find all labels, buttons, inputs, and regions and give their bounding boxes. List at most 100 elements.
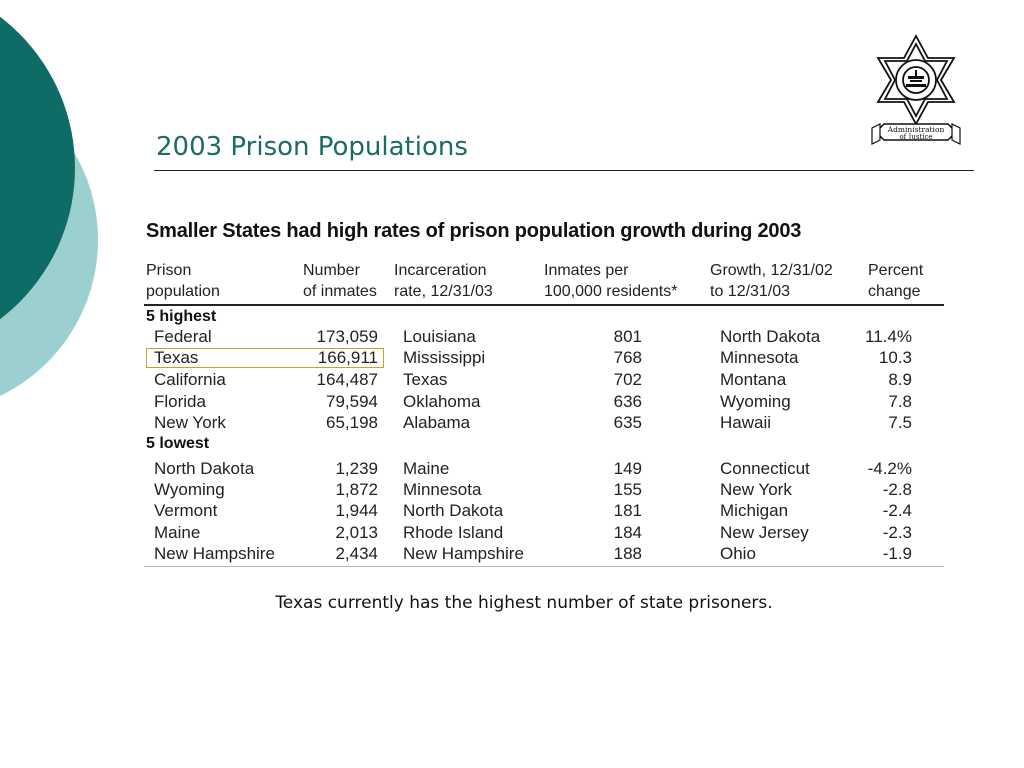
cell-incarceration-state: Alabama	[403, 413, 471, 432]
header-percent-change: Percent change	[868, 260, 923, 302]
cell-inmates-per-100000: 184	[613, 523, 642, 542]
group-label-highest: 5 highest	[146, 308, 217, 325]
cell-percent-change: 7.5	[888, 413, 912, 432]
cell-number: 2,434	[335, 544, 378, 563]
west-valley-college-seal-icon: Administration of Justice	[871, 34, 961, 145]
cell-growth-state: Minnesota	[720, 348, 799, 367]
header-inmates-l2: 100,000 residents*	[544, 283, 678, 300]
cell-inmates-per-100000: 801	[613, 327, 642, 346]
cell-inmates-per-100000: 149	[613, 459, 642, 478]
cell-incarceration-state: New Hampshire	[403, 544, 524, 563]
title-divider	[154, 170, 974, 171]
seal-ribbon-line1: Administration	[887, 125, 945, 134]
cell-prison: Maine	[154, 523, 201, 542]
cell-inmates-per-100000: 768	[613, 348, 642, 367]
cell-percent-change: 8.9	[888, 370, 912, 389]
cell-number: 1,944	[335, 501, 378, 520]
cell-prison: New Hampshire	[154, 544, 275, 563]
cell-percent-change: -1.9	[882, 544, 912, 563]
header-growth-l2: to 12/31/03	[710, 283, 791, 300]
cell-prison: Federal	[154, 327, 212, 346]
cell-percent-change: 10.3	[878, 348, 912, 367]
cell-prison: Texas	[154, 348, 199, 367]
cell-inmates-per-100000: 636	[613, 392, 642, 411]
cell-percent-change: -2.4	[882, 501, 912, 520]
table-row: Maine 2,013 Rhode Island 184 New Jersey …	[0, 523, 1024, 545]
dark-teal-circle	[0, 16, 75, 320]
group-label-lowest: 5 lowest	[146, 435, 210, 452]
cell-percent-change: 7.8	[888, 392, 912, 411]
header-growth: Growth, 12/31/02 to 12/31/03	[710, 260, 833, 302]
cell-growth-state: Montana	[720, 370, 787, 389]
cell-number: 164,487	[316, 370, 378, 389]
cell-prison: North Dakota	[154, 459, 255, 478]
seal-ribbon-line2: of Justice	[899, 133, 932, 141]
cell-growth-state: Connecticut	[720, 459, 810, 478]
cell-growth-state: New Jersey	[720, 523, 809, 542]
cell-number: 173,059	[316, 327, 378, 346]
header-number-of-inmates: Number of inmates	[303, 260, 377, 302]
cell-growth-state: Wyoming	[720, 392, 791, 411]
cell-percent-change: -2.8	[882, 480, 912, 499]
header-prison-population: Prison population	[146, 260, 220, 302]
table-row: California 164,487 Texas 702 Montana 8.9	[0, 370, 1024, 392]
header-pct-l1: Percent	[868, 262, 924, 279]
cell-incarceration-state: Rhode Island	[403, 523, 504, 542]
header-number-l1: Number	[303, 262, 360, 279]
texas-highlight-box	[146, 348, 384, 368]
cell-growth-state: Michigan	[720, 501, 789, 520]
table-row: North Dakota 1,239 Maine 149 Connecticut…	[0, 459, 1024, 481]
header-inmates-l1: Inmates per	[544, 262, 629, 279]
table-row: New York 65,198 Alabama 635 Hawaii 7.5	[0, 413, 1024, 435]
table-row: Federal 173,059 Louisiana 801 North Dako…	[0, 327, 1024, 349]
cell-incarceration-state: Oklahoma	[403, 392, 481, 411]
cell-number: 79,594	[326, 392, 378, 411]
cell-number: 1,239	[335, 459, 378, 478]
cell-inmates-per-100000: 702	[613, 370, 642, 389]
cell-growth-state: North Dakota	[720, 327, 821, 346]
cell-percent-change: -4.2%	[867, 459, 912, 478]
table-bottom-border	[144, 566, 944, 567]
table-title: Smaller States had high rates of prison …	[146, 220, 802, 242]
cell-incarceration-state: Mississippi	[403, 348, 486, 367]
cell-prison: Florida	[154, 392, 206, 411]
cell-incarceration-state: Texas	[403, 370, 448, 389]
cell-inmates-per-100000: 635	[613, 413, 642, 432]
header-pct-l2: change	[868, 283, 921, 300]
slide-caption: Texas currently has the highest number o…	[275, 593, 773, 613]
table-row: Texas 166,911 Mississippi 768 Minnesota …	[0, 348, 1024, 370]
table-row: New Hampshire 2,434 New Hampshire 188 Oh…	[0, 544, 1024, 566]
cell-growth-state: Ohio	[720, 544, 756, 563]
table-row: Vermont 1,944 North Dakota 181 Michigan …	[0, 501, 1024, 523]
cell-percent-change: -2.3	[882, 523, 912, 542]
cell-inmates-per-100000: 155	[613, 480, 642, 499]
header-incar-l2: rate, 12/31/03	[394, 283, 493, 300]
cell-incarceration-state: Minnesota	[403, 480, 482, 499]
cell-growth-state: New York	[720, 480, 792, 499]
header-inmates-per-100000: Inmates per 100,000 residents*	[544, 260, 677, 302]
cell-prison: California	[154, 370, 226, 389]
header-number-l2: of inmates	[303, 283, 377, 300]
cell-inmates-per-100000: 188	[613, 544, 642, 563]
cell-prison: New York	[154, 413, 226, 432]
table-row: Wyoming 1,872 Minnesota 155 New York -2.…	[0, 480, 1024, 502]
decorative-circles	[0, 16, 98, 396]
cell-growth-state: Hawaii	[720, 413, 772, 432]
table-row: Florida 79,594 Oklahoma 636 Wyoming 7.8	[0, 392, 1024, 414]
cell-incarceration-state: Maine	[403, 459, 450, 478]
cell-inmates-per-100000: 181	[613, 501, 642, 520]
cell-incarceration-state: Louisiana	[403, 327, 476, 346]
cell-number: 1,872	[335, 480, 378, 499]
cell-number: 65,198	[326, 413, 378, 432]
header-growth-l1: Growth, 12/31/02	[710, 262, 833, 279]
header-prison-l1: Prison	[146, 262, 192, 279]
cell-prison: Vermont	[154, 501, 218, 520]
header-prison-l2: population	[146, 283, 220, 300]
cell-number: 166,911	[317, 348, 378, 367]
slide-title: 2003 Prison Populations	[156, 132, 468, 162]
cell-incarceration-state: North Dakota	[403, 501, 504, 520]
header-incarceration-rate: Incarceration rate, 12/31/03	[394, 260, 493, 302]
header-divider	[144, 304, 944, 306]
cell-prison: Wyoming	[154, 480, 225, 499]
cell-number: 2,013	[335, 523, 378, 542]
